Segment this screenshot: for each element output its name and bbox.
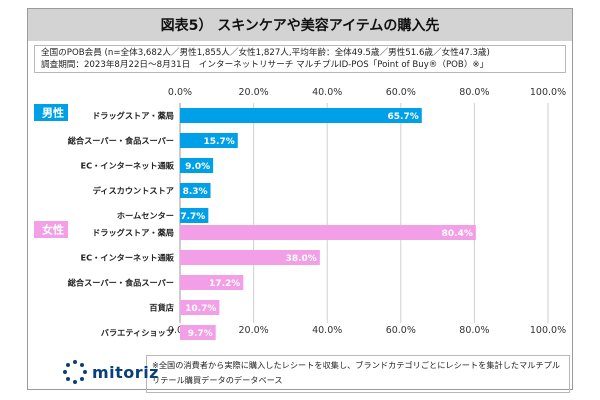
bar — [180, 133, 238, 148]
data-label: 15.7% — [204, 137, 235, 147]
data-label: 9.7% — [188, 329, 213, 339]
x-tick-label-bottom: 40.0% — [312, 325, 342, 336]
category-label: ドラッグストア・薬局 — [92, 111, 174, 121]
bar — [180, 300, 220, 315]
survey-info-line-1: 全国のPOB会員 (n=全体3,682人／男性1,855人／女性1,827人,平… — [41, 48, 490, 58]
figure-frame: 図表5） スキンケアや美容アイテムの購入先 全国のPOB会員 (n=全体3,68… — [27, 8, 573, 393]
category-label: 総合スーパー・食品スーパー — [68, 136, 174, 146]
data-label: 65.7% — [388, 112, 419, 122]
x-tick-label-top: 80.0% — [459, 87, 489, 98]
category-label: ドラッグストア・薬局 — [92, 228, 174, 238]
category-label: ディスカウントストア — [93, 186, 174, 196]
group-badge — [34, 104, 68, 121]
x-tick-label-top: 40.0% — [312, 87, 342, 98]
data-label: 80.4% — [442, 229, 473, 239]
x-tick-label-bottom: 80.0% — [459, 325, 489, 336]
x-tick-label-bottom: 20.0% — [239, 325, 269, 336]
bar — [180, 225, 476, 240]
bar — [180, 208, 209, 223]
category-label: EC・インターネット通販 — [81, 253, 175, 263]
bar — [180, 158, 214, 173]
data-label: 38.0% — [286, 254, 317, 264]
category-label: バラエティショップ — [101, 328, 175, 338]
category-label: 百貨店 — [149, 303, 174, 313]
footnote: ※全国の消費者から実際に購入したレシートを収集し、ブランドカテゴリごとにレシート… — [146, 355, 570, 393]
bar — [180, 275, 244, 290]
mitoriz-logo: mitoriz — [62, 359, 159, 385]
survey-info-line-2: 調査期間：2023年8月22日～8月31日 インターネットリサーチ マルチプルI… — [41, 60, 489, 70]
x-tick-label-top: 0.0% — [168, 87, 192, 98]
bar — [180, 325, 216, 340]
data-label: 17.2% — [209, 279, 240, 289]
group-label: 女性 — [42, 223, 64, 237]
x-tick-label-bottom: 60.0% — [386, 325, 416, 336]
group-label: 男性 — [42, 106, 64, 120]
mitoriz-logo-icon — [62, 359, 88, 385]
category-label: ホームセンター — [117, 211, 174, 221]
figure-title: 図表5） スキンケアや美容アイテムの購入先 — [28, 9, 572, 41]
data-label: 9.0% — [185, 162, 210, 172]
bar — [180, 108, 422, 123]
mitoriz-logo-text: mitoriz — [92, 362, 159, 382]
survey-info-box: 全国のPOB会員 (n=全体3,682人／男性1,855人／女性1,827人,平… — [34, 45, 566, 73]
x-tick-label-top: 60.0% — [386, 87, 416, 98]
category-label: EC・インターネット通販 — [81, 161, 175, 171]
data-label: 8.3% — [183, 187, 208, 197]
x-tick-label-top: 20.0% — [239, 87, 269, 98]
bar — [180, 183, 211, 198]
data-label: 10.7% — [185, 304, 216, 314]
bar — [180, 250, 320, 265]
x-tick-label-bottom: 100.0% — [530, 325, 566, 336]
x-tick-label-top: 100.0% — [530, 87, 566, 98]
data-label: 7.7% — [180, 212, 205, 222]
category-label: 総合スーパー・食品スーパー — [68, 278, 174, 288]
group-badge — [34, 221, 68, 238]
